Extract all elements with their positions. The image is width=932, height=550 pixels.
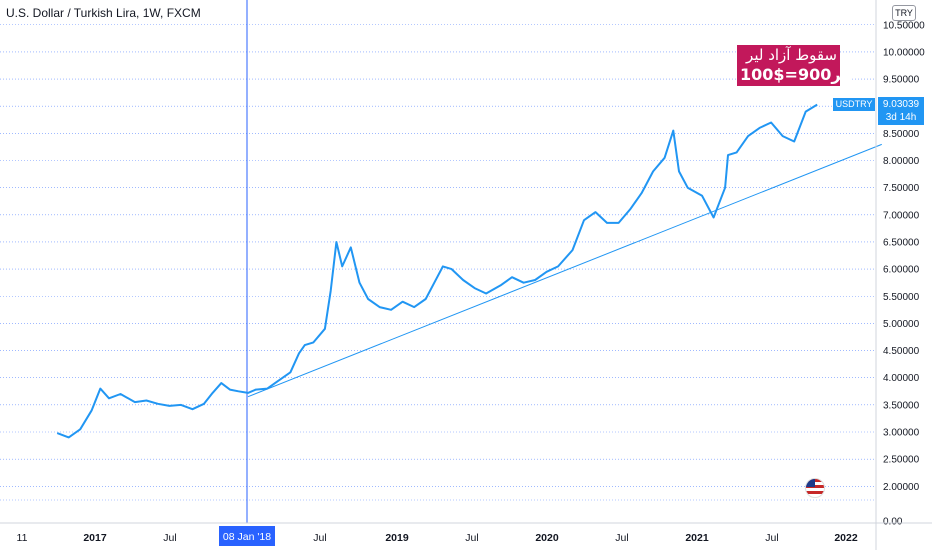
y-tick-label: 10.00000 (883, 47, 925, 58)
trendline-layer (247, 143, 882, 398)
x-tick-label: 2022 (834, 532, 858, 544)
y-tick-label: 7.50000 (883, 183, 920, 194)
x-tick-label: Jul (765, 532, 778, 544)
y-tick-label: 6.50000 (883, 237, 920, 248)
us-flag-icon[interactable] (805, 478, 825, 498)
y-tick-label: 5.00000 (883, 319, 920, 330)
symbol-label: USDTRY (833, 98, 875, 111)
y-tick-label: 2.00000 (883, 482, 920, 493)
last-price-value: 9.03039 (882, 99, 920, 110)
x-tick-label: Jul (615, 532, 628, 544)
x-tick-label: Jul (163, 532, 176, 544)
x-tick-label: 2019 (385, 532, 409, 544)
x-tick-label: Jul (465, 532, 478, 544)
y-tick-label: 4.00000 (883, 373, 920, 384)
y-tick-label: 9.50000 (883, 75, 920, 86)
y-tick-label: 3.50000 (883, 400, 920, 411)
x-tick-label: 2020 (535, 532, 559, 544)
y-tick-label: 7.00000 (883, 210, 920, 221)
annotation-line-2: 100$=900لیر (740, 65, 854, 84)
y-tick-label: 8.00000 (883, 156, 920, 167)
grid-layer (0, 0, 876, 523)
crosshair-date-bg (219, 526, 275, 546)
annotation-box[interactable]: سقوط آزاد لیر 100$=900لیر (737, 45, 854, 86)
usdtry-price-line (56, 103, 818, 439)
x-tick-label: 2021 (685, 532, 709, 544)
y-tick-label: 4.50000 (883, 346, 920, 357)
support-trendline (247, 143, 882, 398)
x-tick-label: 11 (17, 532, 28, 544)
x-tick-label: Jul (313, 532, 326, 544)
series-layer (56, 103, 818, 439)
crosshair-date-label: 08 Jan '18 (223, 531, 271, 543)
chart-title: U.S. Dollar / Turkish Lira, 1W, FXCM (6, 6, 201, 20)
x-tick-label: 2017 (83, 532, 107, 544)
y-tick-label: 8.50000 (883, 129, 920, 140)
y-tick-label: 3.00000 (883, 428, 920, 439)
last-price-label: 9.03039 3d 14h (878, 97, 924, 125)
annotation-line-1: سقوط آزاد لیر (746, 46, 837, 64)
y-tick-label: 2.50000 (883, 455, 920, 466)
y-tick-label: 10.50000 (883, 20, 925, 31)
y-tick-label: 5.50000 (883, 292, 920, 303)
y-tick-label: 0.00 (883, 517, 903, 528)
currency-selector[interactable]: TRY (892, 5, 916, 21)
bar-countdown: 3d 14h (885, 112, 917, 123)
y-tick-label: 6.00000 (883, 265, 920, 276)
